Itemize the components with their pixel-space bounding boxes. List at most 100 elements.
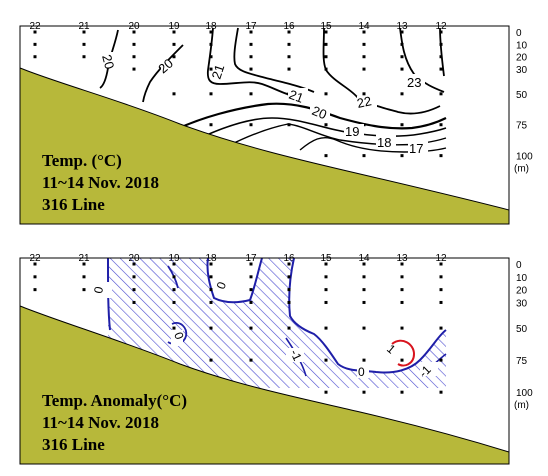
depth-label-20: 20: [516, 53, 528, 64]
sample-dot: [324, 262, 328, 266]
sample-dot: [439, 262, 443, 266]
sample-dot: [362, 30, 366, 34]
sample-dot: [33, 42, 37, 46]
sample-dot: [33, 30, 37, 34]
sample-dot: [439, 358, 443, 362]
contour-20-lower: [142, 44, 184, 103]
panel-line: 316 Line: [42, 435, 105, 454]
sample-dot: [132, 30, 136, 34]
sample-dot: [324, 42, 328, 46]
sample-dot: [439, 92, 443, 96]
sample-dot: [439, 154, 443, 158]
sample-dot: [287, 262, 291, 266]
sample-dot: [362, 300, 366, 304]
depth-label-30: 30: [516, 65, 528, 76]
label-20-a: 20: [99, 53, 117, 71]
depth-label-10: 10: [516, 40, 528, 51]
sample-dot: [324, 288, 328, 292]
sample-dot: [172, 300, 176, 304]
sample-dot: [324, 92, 328, 96]
sample-dot: [324, 154, 328, 158]
sample-dot: [209, 55, 213, 59]
sample-dot: [400, 55, 404, 59]
sample-dot: [209, 288, 213, 292]
sample-dot: [400, 275, 404, 279]
sample-dot: [249, 275, 253, 279]
sample-dot: [249, 300, 253, 304]
contour-20-band: [174, 102, 447, 131]
sample-dot: [82, 262, 86, 266]
depth-unit: (m): [514, 400, 529, 411]
sample-dot: [287, 67, 291, 71]
sample-dot: [362, 288, 366, 292]
sample-dot: [400, 92, 404, 96]
sample-dot: [132, 262, 136, 266]
label-19: 19: [345, 124, 359, 139]
sample-dot: [82, 30, 86, 34]
contour-17: [299, 136, 447, 153]
negative-anomaly-region: [108, 258, 446, 388]
contour-0: [107, 258, 111, 331]
panel-date: 11~14 Nov. 2018: [42, 413, 159, 432]
contour-21-right: [233, 27, 315, 93]
sample-dot: [249, 55, 253, 59]
label-18: 18: [377, 135, 391, 150]
sample-dot: [400, 300, 404, 304]
label-0-c: 0: [171, 330, 187, 341]
sample-dot: [287, 55, 291, 59]
sample-dot: [33, 262, 37, 266]
anomaly-field: [107, 258, 447, 388]
depth-label-50: 50: [516, 324, 528, 335]
sample-dot: [439, 300, 443, 304]
depth-label-0: 0: [516, 260, 522, 271]
plot-frame: [19, 25, 510, 225]
sample-dot: [209, 67, 213, 71]
label-0-a: 0: [91, 285, 106, 294]
label-22: 22: [356, 93, 373, 111]
sample-dot: [209, 326, 213, 330]
sample-dot: [324, 275, 328, 279]
sample-dot: [249, 42, 253, 46]
sample-dot: [287, 300, 291, 304]
sample-dot: [132, 300, 136, 304]
label-17: 17: [409, 141, 423, 156]
sample-dot: [439, 288, 443, 292]
bottom-topography: [19, 67, 510, 225]
sample-dot: [249, 358, 253, 362]
sample-dot: [172, 288, 176, 292]
sample-dot: [132, 288, 136, 292]
sample-dot: [209, 30, 213, 34]
sample-dot: [172, 30, 176, 34]
sample-dot: [362, 262, 366, 266]
sample-dot: [249, 326, 253, 330]
sample-dot: [33, 275, 37, 279]
sample-dot: [439, 390, 443, 394]
sample-dot: [400, 123, 404, 127]
plot-frame: [19, 257, 510, 465]
sample-dot: [400, 326, 404, 330]
sample-dot: [82, 288, 86, 292]
depth-label-10: 10: [516, 273, 528, 284]
sample-dot: [82, 42, 86, 46]
contour-labels: 20 20 21 21 20 22 23 19 18 17: [99, 52, 428, 156]
sample-dot: [400, 67, 404, 71]
label-20-c: 20: [310, 103, 329, 122]
sample-dot: [287, 275, 291, 279]
bottom-topography: [19, 305, 510, 465]
depth-label-30: 30: [516, 298, 528, 309]
sample-dot: [209, 123, 213, 127]
contour-0-right: [288, 258, 447, 374]
sample-dot: [209, 92, 213, 96]
sample-dot: [172, 55, 176, 59]
sample-dot: [362, 55, 366, 59]
sample-dot: [132, 67, 136, 71]
depth-label-0: 0: [516, 28, 522, 39]
sample-dot: [132, 275, 136, 279]
sample-dot: [82, 275, 86, 279]
sample-dot: [400, 358, 404, 362]
sample-dot: [400, 390, 404, 394]
panel-line: 316 Line: [42, 195, 105, 214]
